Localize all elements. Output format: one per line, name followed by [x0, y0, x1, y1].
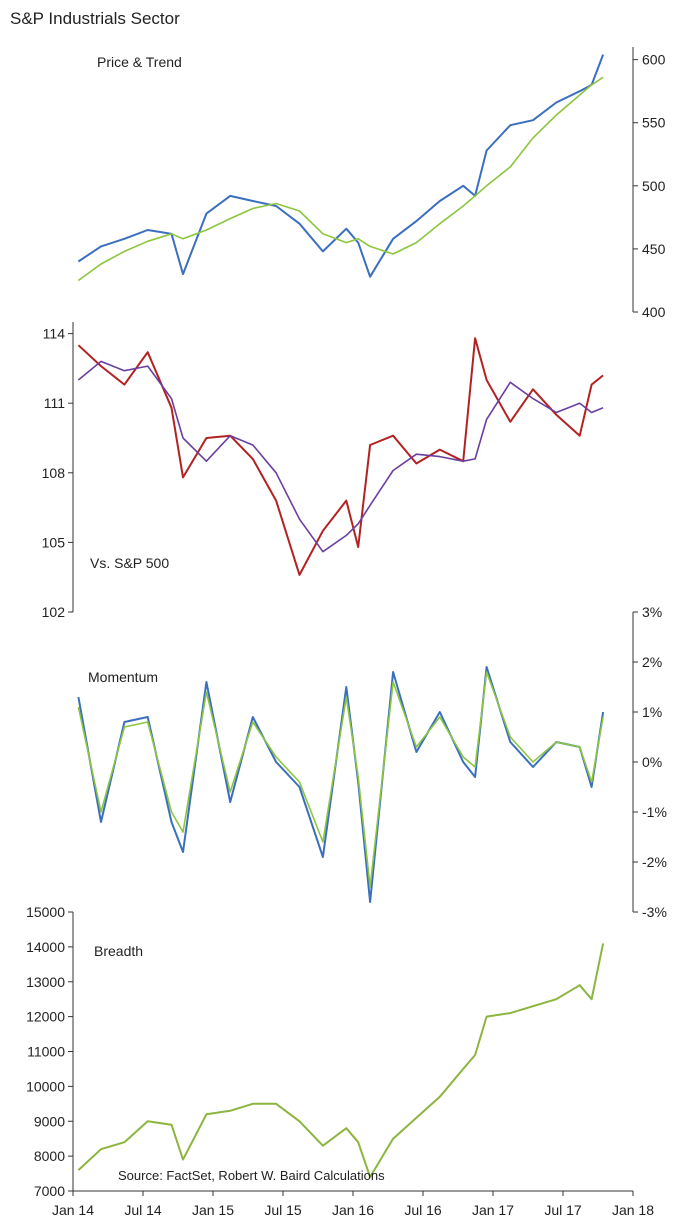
breadth-series-0: [77, 943, 605, 1178]
y-tick-label: 10000: [26, 1078, 65, 1094]
y-tick-label: 15000: [26, 904, 65, 920]
momentum-series-1: [77, 671, 604, 888]
y-tick-label: -3%: [642, 904, 667, 920]
y-tick-label: 8000: [34, 1148, 65, 1164]
y-tick-label: 108: [42, 465, 66, 481]
momentum-label: Momentum: [88, 669, 158, 685]
y-tick-label: 2%: [642, 654, 662, 670]
y-tick-label: 0%: [642, 754, 662, 770]
relative-strength-series-1: [77, 360, 604, 553]
y-tick-label: -1%: [642, 804, 667, 820]
chart-panels: 400 450 500 550 600 Price & Trend 102 105 108 111…: [26, 47, 667, 1199]
relative-strength-series-0: [77, 337, 604, 576]
momentum-panel: 3% 2% 1% 0% -1% -2% -3% Momentum: [77, 604, 667, 920]
y-tick-label: 500: [642, 178, 666, 194]
price-and-trend-series-0: [77, 54, 605, 278]
source-note: Source: FactSet, Robert W. Baird Calcula…: [118, 1168, 385, 1183]
x-tick-label: Jul 17: [544, 1202, 582, 1218]
x-tick-label: Jan 17: [472, 1202, 514, 1218]
x-tick-label: Jul 16: [404, 1202, 442, 1218]
y-tick-label: 550: [642, 115, 666, 131]
x-axis: Jan 14 Jul 14 Jan 15 Jul 15 Jan 16 Jul 16 Jan …: [52, 1190, 654, 1218]
x-tick-label: Jan 18: [612, 1202, 654, 1218]
y-tick-label: 3%: [642, 604, 662, 620]
momentum-series-0: [77, 666, 605, 903]
x-tick-label: Jul 14: [124, 1202, 162, 1218]
chart-title: S&P Industrials Sector: [10, 9, 180, 28]
y-tick-label: -2%: [642, 854, 667, 870]
y-tick-label: 114: [43, 326, 66, 342]
y-tick-label: 400: [642, 304, 666, 320]
x-tick-label: Jul 15: [264, 1202, 302, 1218]
x-tick-label: Jan 16: [332, 1202, 374, 1218]
y-tick-label: 105: [42, 534, 66, 550]
y-tick-label: 7000: [34, 1183, 65, 1199]
y-tick-label: 13000: [26, 974, 65, 990]
x-tick-label: Jan 14: [52, 1202, 94, 1218]
relative-strength-panel: 102 105 108 111 114 Vs. S&P 500: [42, 322, 604, 620]
price-and-trend-panel: 400 450 500 550 600 Price & Trend: [77, 47, 666, 320]
price-and-trend-label: Price & Trend: [97, 54, 182, 70]
y-tick-label: 1%: [642, 704, 662, 720]
y-tick-label: 14000: [26, 939, 65, 955]
breadth-panel: 7000 8000 9000 10000 11000 12000 13000 14000 150…: [26, 904, 605, 1199]
relative-strength-label: Vs. S&P 500: [90, 555, 169, 571]
y-tick-label: 450: [642, 241, 666, 257]
y-tick-label: 111: [44, 395, 65, 411]
price-and-trend-series-1: [77, 76, 604, 282]
breadth-label: Breadth: [94, 943, 143, 959]
y-tick-label: 102: [42, 604, 66, 620]
y-tick-label: 600: [642, 52, 666, 68]
y-tick-label: 9000: [34, 1113, 65, 1129]
y-tick-label: 12000: [26, 1009, 65, 1025]
x-tick-label: Jan 15: [192, 1202, 234, 1218]
y-tick-label: 11000: [27, 1044, 65, 1060]
